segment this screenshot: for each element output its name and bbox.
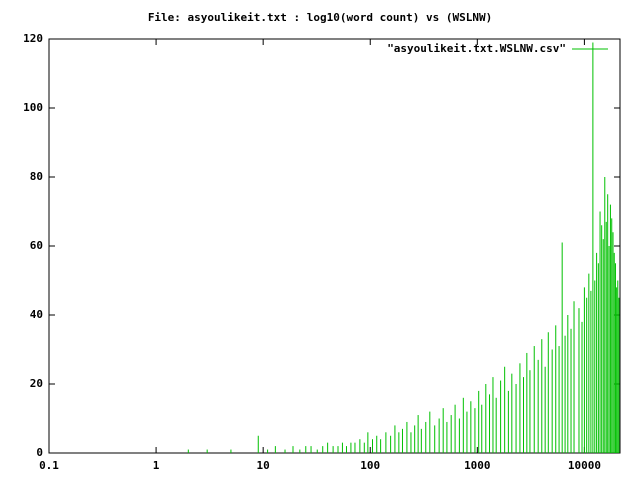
y-tick-label: 60 bbox=[30, 239, 43, 252]
y-tick-label: 120 bbox=[23, 32, 43, 45]
y-tick-label: 20 bbox=[30, 377, 43, 390]
x-tick-label: 10000 bbox=[568, 459, 601, 472]
legend-label: "asyoulikeit.txt.WSLNW.csv" bbox=[387, 42, 566, 55]
x-tick-label: 100 bbox=[360, 459, 380, 472]
chart-title: File: asyoulikeit.txt : log10(word count… bbox=[148, 11, 492, 24]
x-tick-label: 0.1 bbox=[39, 459, 59, 472]
x-tick-label: 10 bbox=[257, 459, 270, 472]
y-tick-label: 40 bbox=[30, 308, 43, 321]
x-tick-label: 1000 bbox=[464, 459, 491, 472]
y-tick-label: 0 bbox=[36, 446, 43, 459]
x-tick-label: 1 bbox=[153, 459, 160, 472]
y-tick-label: 100 bbox=[23, 101, 43, 114]
y-tick-label: 80 bbox=[30, 170, 43, 183]
